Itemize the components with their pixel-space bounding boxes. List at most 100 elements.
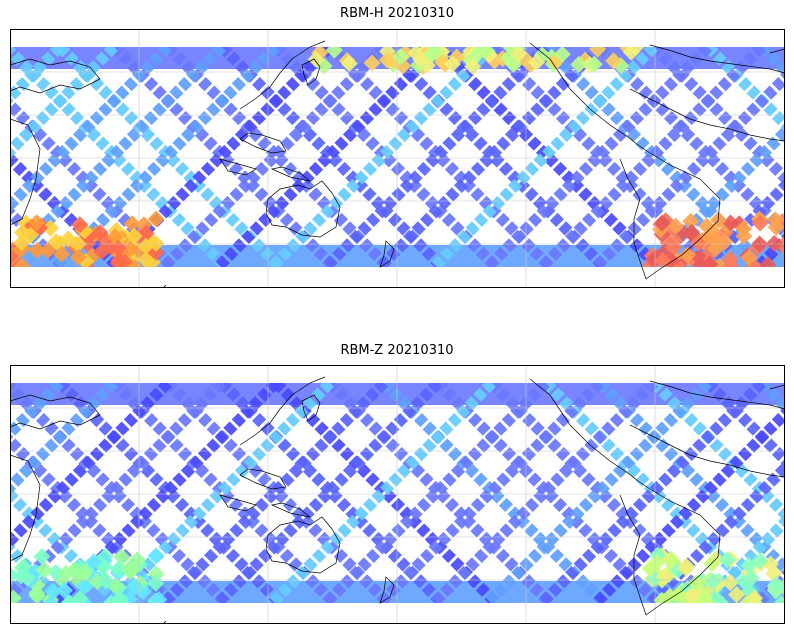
anomaly-cell [570,56,588,73]
swath-track [218,383,446,603]
coastline-segment [629,88,785,142]
coastline-segment [265,516,341,574]
anomaly-cell [701,255,719,267]
coastline-segment [162,284,167,288]
swath-track [56,383,284,603]
coastline-segment [162,620,167,624]
coastlines [10,40,785,288]
coastline-segment [10,118,41,226]
swath-track [272,47,500,267]
swath-track [484,383,712,603]
anomaly-cell [765,235,783,252]
anomaly-cell [677,557,695,575]
anomaly-cell [121,240,139,258]
swath-track [10,383,118,495]
swath-track [592,406,785,603]
anomaly-cell [121,590,139,603]
swath-track [700,514,785,603]
anomaly-cell [528,53,546,71]
swath-track [218,47,446,267]
coastline-segment [649,44,785,74]
map-frame [10,365,785,624]
map-panel-z [10,365,785,624]
swath-track [110,47,338,267]
anomaly-cell [765,565,783,583]
coastline-segment [529,42,721,280]
swath-track [214,47,442,267]
anomaly-cell [751,214,769,232]
gridlines [10,29,785,288]
swath-track [164,47,392,267]
swath-track [272,383,500,603]
anomaly-cell [689,234,707,252]
swath-track [110,383,338,603]
coastline-segment [219,494,257,512]
anomaly-cell [667,217,685,235]
swath-track [376,47,604,267]
anomaly-cell [705,230,723,248]
anomaly-cell [772,595,785,603]
swath-track [10,383,64,441]
coastlines [10,376,785,624]
anomaly-cell [605,52,623,70]
panel-title-h: RBM-H 20210310 [340,6,454,21]
map-panel-h [10,29,785,288]
anomaly-cell [10,589,22,603]
gridlines [10,365,785,624]
swath-track [160,383,388,603]
swath-track [326,47,554,267]
coastline-segment [239,132,287,154]
anomaly-cell [683,223,701,241]
swath-track [164,383,392,603]
anomaly-cell [13,257,31,267]
anomaly-cell [589,47,607,58]
anomaly-cell [553,47,571,63]
swath-track [160,47,388,267]
swath-track [322,47,550,267]
swath-track [326,383,554,603]
anomaly-cell [718,551,736,569]
coastline-segment [769,48,785,54]
satellite-swaths [10,47,785,267]
anomaly-cell [721,250,739,267]
anomaly-cell [150,591,168,603]
anomaly-cell [666,232,684,250]
coastline-segment [301,394,321,422]
anomaly-cell [766,211,784,229]
swath-track [592,70,785,267]
anomaly-cell [704,572,722,590]
anomaly-cell [706,240,724,258]
swath-track [106,383,334,603]
coastline-segment [769,384,785,390]
swath-track [10,47,230,267]
swath-track [10,47,64,105]
swath-track [704,383,785,468]
anomaly-cell [147,565,165,583]
swath-track [430,47,658,267]
anomaly-cell [655,567,673,585]
swath-track [542,383,770,603]
coastline-segment [270,502,311,518]
swath-track [650,47,785,186]
anomaly-cell [751,552,769,570]
panel-title-z: RBM-Z 20210310 [340,343,454,358]
swath-track [538,47,766,267]
coastline-segment [379,576,395,604]
anomaly-cell [42,595,60,603]
anomaly-cell [97,572,115,590]
anomaly-cell [722,214,740,232]
coastline-segment [239,468,287,490]
coastline-segment [10,58,101,94]
anomaly-cell [682,212,700,230]
swath-track [650,383,785,522]
swath-track [10,383,172,549]
swath-track [376,383,604,603]
swath-track [56,47,284,267]
swath-track [538,383,766,603]
swath-track [214,383,442,603]
swath-track [434,47,662,267]
swath-track [380,383,608,603]
anomaly-cell [622,47,640,61]
anomaly-cell [59,230,77,248]
coastline-segment [301,58,321,86]
